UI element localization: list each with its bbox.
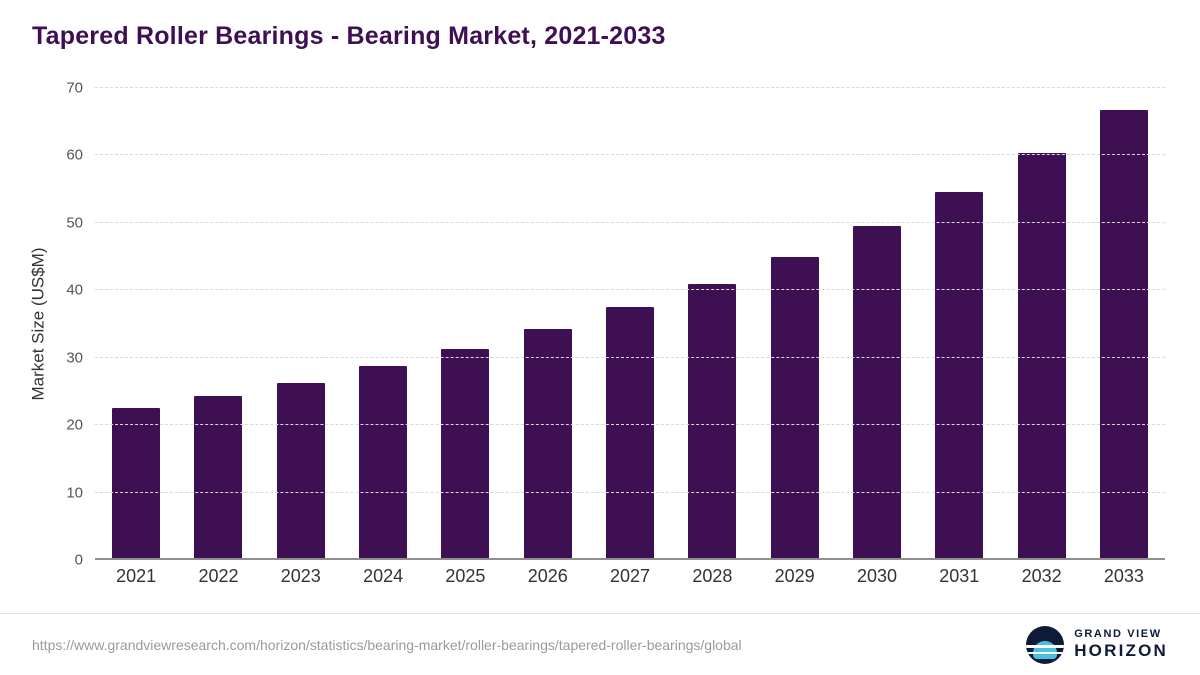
gridline [95, 87, 1165, 88]
x-tick-label: 2021 [116, 566, 157, 586]
gridline [95, 491, 1165, 493]
horizon-stripe [1026, 651, 1065, 654]
source-url: https://www.grandviewresearch.com/horizo… [32, 636, 742, 653]
y-tick-label: 20 [66, 416, 83, 434]
horizon-stripe [1026, 644, 1065, 648]
bar-slot [1000, 88, 1082, 560]
bar-2026 [523, 328, 572, 560]
gridline [95, 154, 1165, 156]
x-tick-label: 2030 [856, 566, 897, 586]
grand-view-horizon-logo: GRAND VIEW HORIZON [1026, 625, 1168, 664]
bar-slot [918, 88, 1000, 560]
x-tick-label: 2024 [363, 566, 404, 586]
bar-slot [424, 88, 506, 560]
y-axis-title: Market Size (US$M) [28, 88, 50, 560]
gridline [95, 289, 1165, 291]
bar-2021 [112, 408, 161, 560]
x-tick-label: 2032 [1021, 566, 1062, 586]
x-tick-label: 2025 [445, 566, 486, 586]
bar-2024 [359, 365, 408, 560]
x-axis-line [95, 558, 1165, 560]
bars-container [95, 88, 1165, 560]
y-tick-label: 70 [66, 79, 83, 97]
y-tick-label: 50 [66, 214, 83, 232]
bar-slot [177, 88, 259, 560]
gridline [95, 356, 1165, 358]
bar-2033 [1099, 110, 1148, 560]
y-tick-label: 10 [66, 484, 83, 502]
bar-2025 [441, 348, 490, 560]
bar-2023 [276, 382, 325, 560]
bar-2030 [852, 226, 901, 560]
bar-slot [589, 88, 671, 560]
bar-2028 [688, 283, 737, 560]
y-tick-label: 0 [74, 551, 83, 569]
bar-2027 [606, 307, 655, 560]
bar-slot [260, 88, 342, 560]
x-tick-label: 2026 [527, 566, 568, 586]
plot-area: 0 10 20 30 40 50 60 70 [66, 80, 1165, 569]
gridline [95, 221, 1165, 223]
y-axis-title-text: Market Size (US$M) [29, 247, 48, 401]
logo-text-grand-view: GRAND VIEW [1074, 628, 1162, 641]
footer: https://www.grandviewresearch.com/horizo… [0, 613, 1200, 675]
chart-title: Tapered Roller Bearings - Bearing Market… [32, 22, 666, 50]
bar-slot [671, 88, 753, 560]
gridline [95, 424, 1165, 426]
bar-slot [507, 88, 589, 560]
bar-slot [342, 88, 424, 560]
logo-text: GRAND VIEW HORIZON [1074, 628, 1168, 660]
bar-slot [1083, 88, 1165, 560]
bar-slot [836, 88, 918, 560]
x-tick-label: 2022 [198, 566, 239, 586]
bar-slot [754, 88, 836, 560]
x-tick-label: 2023 [280, 566, 321, 586]
horizon-sun-shape [1033, 640, 1058, 659]
x-tick-label: 2033 [1103, 566, 1144, 586]
y-tick-label: 40 [66, 281, 83, 299]
x-tick-label: 2027 [610, 566, 651, 586]
y-tick-label: 30 [66, 349, 83, 367]
logo-text-horizon: HORIZON [1074, 641, 1168, 661]
x-tick-label: 2031 [939, 566, 980, 586]
bar-2031 [935, 191, 984, 560]
bar-2029 [770, 256, 819, 560]
x-tick-label: 2028 [692, 566, 733, 586]
bar-2022 [194, 396, 243, 560]
bar-slot [95, 88, 177, 560]
y-tick-label: 60 [66, 146, 83, 164]
horizon-logo-icon [1026, 625, 1065, 664]
x-tick-label: 2029 [774, 566, 815, 586]
x-axis-labels: 2021 2022 2023 2024 2025 2026 2027 2028 2029 2030… [95, 566, 1165, 587]
